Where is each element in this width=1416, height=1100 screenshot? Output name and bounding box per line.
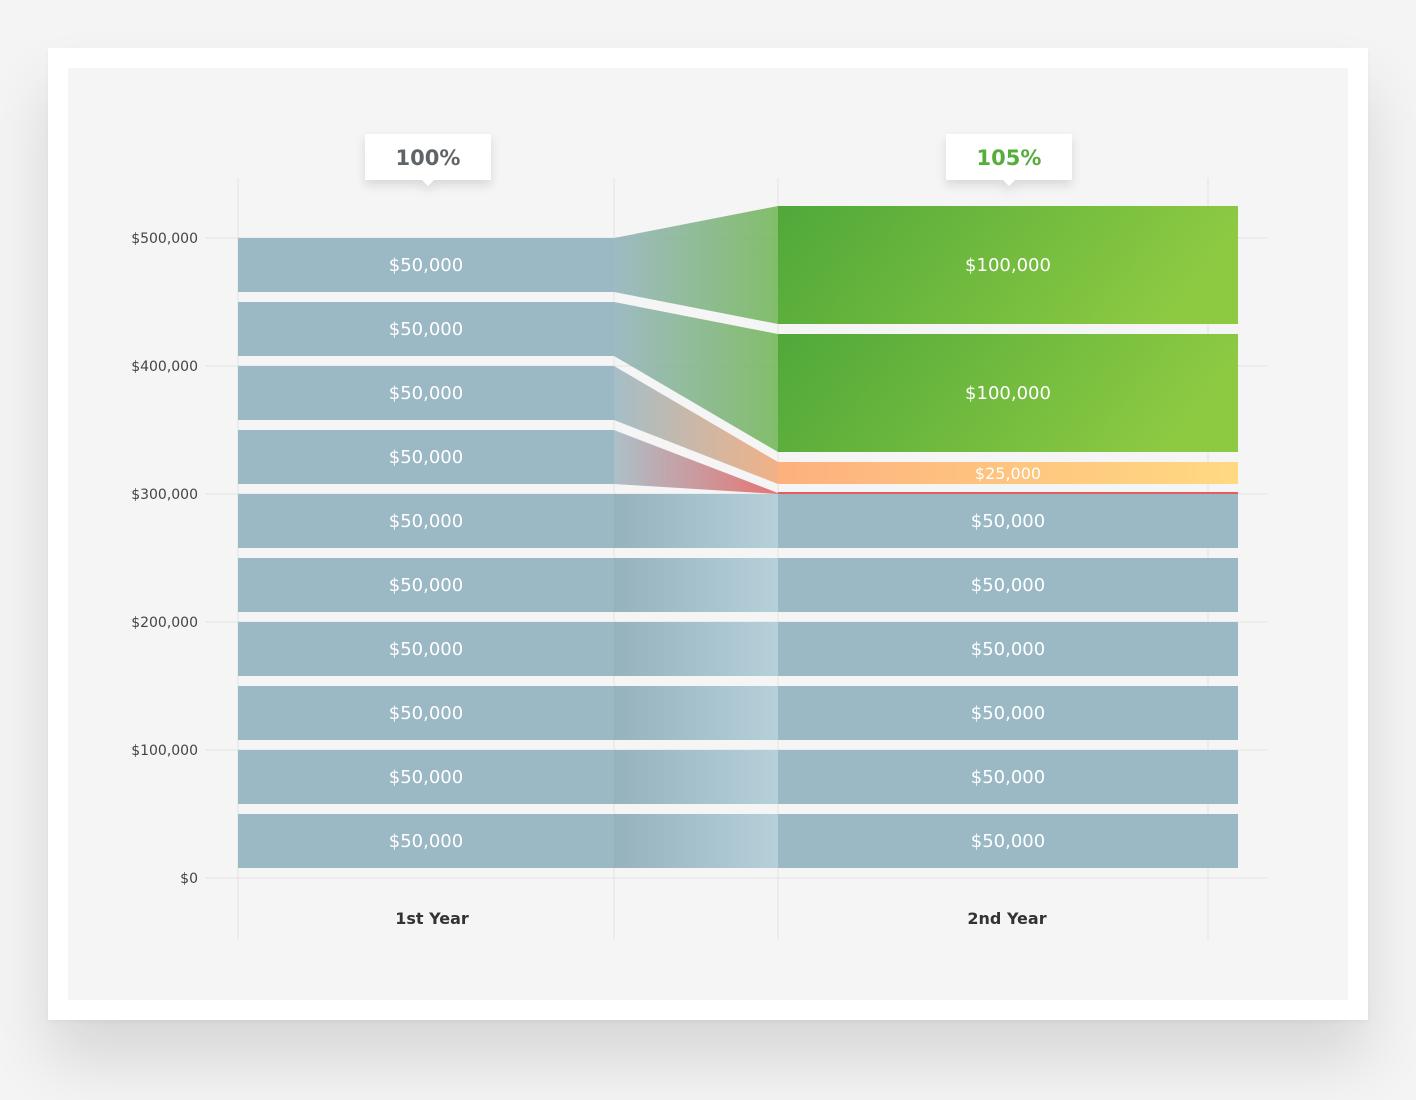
percent-callout [365,134,491,186]
bar-segment-label: $50,000 [389,703,463,724]
bar-segment-label: $50,000 [971,767,1045,788]
bar-segment-label: $25,000 [975,464,1041,483]
loss-marker [778,492,1238,494]
y-tick-label: $400,000 [131,359,198,375]
bar-segment [238,238,614,292]
bar-segment [778,206,1238,324]
flow-connectors [614,206,778,868]
flow-connector [614,750,778,804]
bar-segment [238,494,614,548]
bar-segment [778,622,1238,676]
y-tick-label: $0 [180,871,198,887]
bar-segment-label: $50,000 [389,639,463,660]
x-category-label: 2nd Year [967,909,1046,928]
flow-connector [614,366,778,484]
flow-connector [614,302,778,452]
flow-connector [614,814,778,868]
flow-connector [614,686,778,740]
bar-segment [778,494,1238,548]
y-tick-label: $200,000 [131,615,198,631]
chart-card: $50,000 $50,000 $50,000 $50,000 $50,000 $50,0… [48,48,1368,1020]
bar-segment-label: $50,000 [389,255,463,276]
flow-connector [614,622,778,676]
bar-segment-label: $50,000 [971,831,1045,852]
bar-segment-label: $50,000 [389,383,463,404]
percent-callout-label: 105% [977,146,1042,170]
bar-segment [238,750,614,804]
bar-segment [778,814,1238,868]
bar-segment-label: $50,000 [389,767,463,788]
bar-segment-label: $50,000 [971,703,1045,724]
stacked-bars: $50,000 $50,000 $50,000 $50,000 $50,000 $50,0… [238,206,1238,868]
y-tick-label: $300,000 [131,487,198,503]
bar-segment [238,302,614,356]
bar-segment [778,462,1238,484]
bar-segment-label: $100,000 [965,383,1051,404]
percent-callouts: 100% 105% [365,134,1072,186]
bar-segment-label: $50,000 [971,511,1045,532]
flow-connector [614,494,778,548]
bar-segment [238,686,614,740]
bar-segment [238,430,614,484]
bar-segment-label: $50,000 [971,639,1045,660]
flow-connector [614,558,778,612]
bar-segment [778,334,1238,452]
bar-segment [238,366,614,420]
y-tick-label: $100,000 [131,743,198,759]
chart-panel: $50,000 $50,000 $50,000 $50,000 $50,000 $50,0… [68,68,1348,1000]
bar-segment-label: $100,000 [965,255,1051,276]
bar-segment-label: $50,000 [389,831,463,852]
percent-callout [946,134,1072,186]
percent-callout-label: 100% [396,146,461,170]
bar-segment [778,558,1238,612]
bar-segment-label: $50,000 [971,575,1045,596]
bar-segment [238,622,614,676]
bar-segment [238,558,614,612]
x-category-label: 1st Year [395,909,469,928]
bar-segment-label: $50,000 [389,511,463,532]
bar-segment-label: $50,000 [389,319,463,340]
y-tick-label: $500,000 [131,231,198,247]
bar-segment-label: $50,000 [389,447,463,468]
flow-connector [614,206,778,324]
flow-connector [614,430,778,494]
bar-segment-label: $50,000 [389,575,463,596]
bar-segment [778,750,1238,804]
axis-labels: $0 $100,000 $200,000 $300,000 $400,000 $500,0… [131,231,1047,928]
chart: $50,000 $50,000 $50,000 $50,000 $50,000 $50,0… [131,134,1268,940]
bar-segment [238,814,614,868]
bar-segment [778,686,1238,740]
